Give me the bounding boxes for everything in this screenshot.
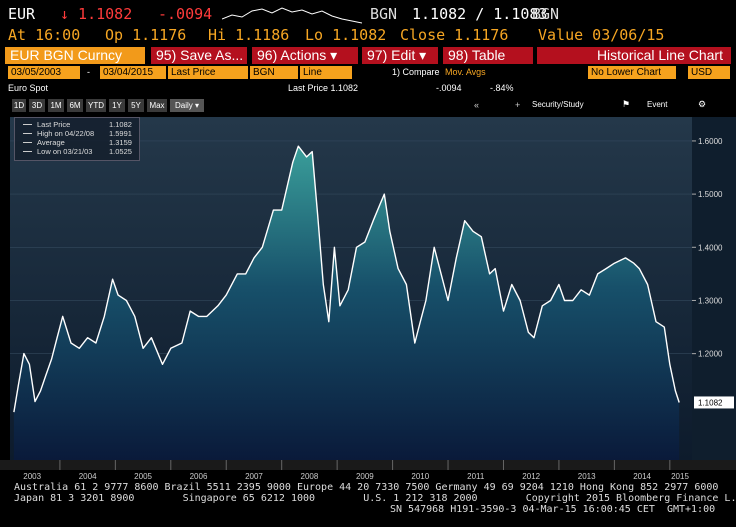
time-tab[interactable]: 3D	[29, 99, 45, 112]
x-tick-label: 2003	[23, 472, 41, 480]
y-tick-label: 1.2000	[698, 350, 723, 359]
zoom-icon[interactable]: +	[515, 100, 521, 110]
footer-line: Australia 61 2 9777 8600 Brazil 5511 239…	[14, 482, 719, 493]
currency-left: BGN	[370, 5, 398, 23]
compare[interactable]: 1) Compare	[392, 67, 440, 77]
nav-icon[interactable]: «	[474, 100, 480, 110]
x-tick-label: 2012	[522, 472, 540, 480]
y-tick-label: 1.4000	[698, 243, 723, 252]
axis-background	[692, 117, 736, 460]
time-tab[interactable]: YTD	[86, 99, 106, 112]
y-tick-label: 1.5000	[698, 190, 723, 199]
time-tab[interactable]: Daily ▾	[170, 99, 204, 112]
x-tick-label: 2014	[633, 472, 651, 480]
sparkline	[222, 7, 362, 24]
save-button[interactable]: 95) Save As...	[151, 47, 247, 64]
table-button[interactable]: 98) Table	[443, 47, 533, 64]
field-select[interactable]: Last Price	[168, 66, 248, 79]
legend-swatch	[23, 124, 32, 125]
info-pct: -.84%	[490, 83, 514, 93]
x-tick-label: 2009	[356, 472, 374, 480]
time-tab[interactable]: 5Y	[128, 99, 144, 112]
legend: Last Price 1.1082 High on 04/22/08 1.5991 Av…	[14, 117, 140, 161]
quote-close: Close 1.1176	[400, 26, 509, 44]
chart-name: Historical Line Chart	[537, 47, 731, 64]
time-tab[interactable]: 1Y	[109, 99, 125, 112]
last-price-box	[694, 396, 734, 409]
price-line	[13, 145, 680, 413]
mov-avgs[interactable]: Mov. Avgs	[445, 67, 486, 77]
price-area	[13, 146, 680, 460]
quote-high: Hi 1.1186	[208, 26, 290, 44]
x-tick-label: 2011	[467, 472, 485, 480]
currency-right: BGN	[532, 5, 560, 23]
currency-select[interactable]: BGN	[250, 66, 298, 79]
x-tick-label: 2006	[190, 472, 208, 480]
quote-open: Op 1.1176	[105, 26, 187, 44]
x-tick-label: 2008	[301, 472, 319, 480]
legend-swatch	[23, 142, 32, 143]
x-tick-label: 2004	[79, 472, 97, 480]
quote-value: Value 03/06/15	[538, 26, 665, 44]
usd-select[interactable]: USD	[688, 66, 730, 79]
security-name: Euro Spot	[8, 83, 49, 93]
event[interactable]: Event	[647, 100, 668, 109]
x-tick-label: 2015	[671, 472, 689, 480]
chart: 1.2000 1.3000 1.4000 1.5000 1.6000 2003 2004 20…	[0, 117, 736, 480]
last-price: ↓ 1.1082	[60, 5, 133, 23]
legend-label: Last Price	[37, 120, 71, 129]
lower-chart[interactable]: No Lower Chart	[588, 66, 676, 79]
legend-swatch	[23, 151, 32, 152]
time-tab[interactable]: 6M	[67, 99, 83, 112]
legend-label: Average	[37, 138, 65, 147]
x-axis-strip	[0, 460, 736, 470]
start-date[interactable]: 03/05/2003	[8, 66, 80, 79]
security-study[interactable]: Security/Study	[532, 100, 584, 109]
time-tab[interactable]: Max	[147, 99, 167, 112]
style-select[interactable]: Line	[300, 66, 352, 79]
edit-button[interactable]: 97) Edit ▾	[362, 47, 438, 64]
quote-time: At 16:00	[8, 26, 81, 44]
footer-line: Japan 81 3 3201 8900 Singapore 65 6212 1…	[14, 493, 736, 504]
legend-label: Low on 03/21/03	[37, 147, 93, 156]
legend-value: 1.5991	[109, 129, 132, 138]
settings-icon[interactable]: ⚙	[698, 99, 707, 109]
info-change: -.0094	[436, 83, 462, 93]
x-tick-label: 2013	[578, 472, 596, 480]
y-tick-label: 1.3000	[698, 296, 723, 305]
end-date[interactable]: 03/04/2015	[100, 66, 166, 79]
ticker: EUR	[8, 5, 36, 23]
time-tab[interactable]: 1D	[12, 99, 26, 112]
change: -.0094	[158, 5, 213, 23]
security-field[interactable]: EUR BGN Curncy	[5, 47, 145, 64]
legend-swatch	[23, 133, 32, 134]
last-price-label: 1.1082	[698, 398, 723, 407]
time-tab[interactable]: 1M	[48, 99, 64, 112]
x-tick-label: 2010	[411, 472, 429, 480]
legend-value: 1.1082	[109, 120, 132, 129]
info-last: Last Price 1.1082	[288, 83, 359, 93]
y-tick-label: 1.6000	[698, 137, 723, 146]
x-tick-label: 2005	[134, 472, 152, 480]
bid-ask: 1.1082 / 1.1083	[412, 5, 548, 23]
legend-label: High on 04/22/08	[37, 129, 95, 138]
actions-button[interactable]: 96) Actions ▾	[252, 47, 358, 64]
flag-icon[interactable]: ⚑	[622, 99, 631, 109]
x-tick-label: 2007	[245, 472, 263, 480]
legend-value: 1.3159	[109, 138, 132, 147]
date-dash: -	[87, 67, 90, 77]
footer-line: SN 547968 H191-3590-3 04-Mar-15 16:00:45…	[390, 504, 716, 515]
legend-value: 1.0525	[109, 147, 132, 156]
quote-low: Lo 1.1082	[305, 26, 387, 44]
